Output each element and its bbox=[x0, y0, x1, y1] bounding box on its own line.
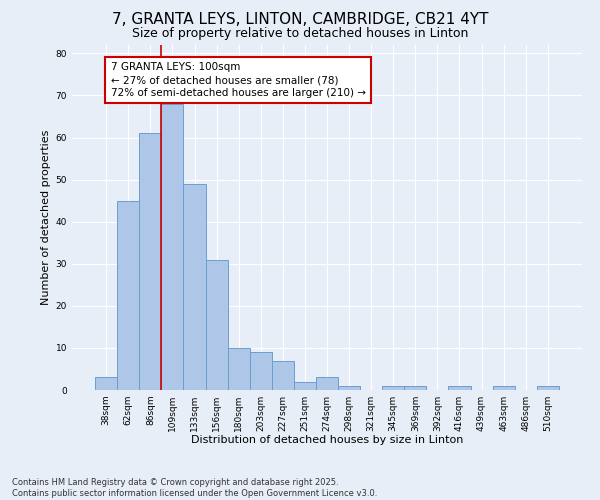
Text: Contains HM Land Registry data © Crown copyright and database right 2025.
Contai: Contains HM Land Registry data © Crown c… bbox=[12, 478, 377, 498]
Text: Size of property relative to detached houses in Linton: Size of property relative to detached ho… bbox=[132, 28, 468, 40]
Bar bbox=[95, 378, 117, 390]
Bar bbox=[493, 386, 515, 390]
Text: 7, GRANTA LEYS, LINTON, CAMBRIDGE, CB21 4YT: 7, GRANTA LEYS, LINTON, CAMBRIDGE, CB21 … bbox=[112, 12, 488, 28]
Bar bbox=[139, 134, 161, 390]
Y-axis label: Number of detached properties: Number of detached properties bbox=[41, 130, 52, 305]
Bar bbox=[448, 386, 470, 390]
Text: 7 GRANTA LEYS: 100sqm
← 27% of detached houses are smaller (78)
72% of semi-deta: 7 GRANTA LEYS: 100sqm ← 27% of detached … bbox=[110, 62, 365, 98]
Bar bbox=[227, 348, 250, 390]
Bar bbox=[294, 382, 316, 390]
Bar bbox=[404, 386, 427, 390]
Bar bbox=[272, 360, 294, 390]
Bar bbox=[382, 386, 404, 390]
Bar bbox=[161, 104, 184, 390]
Bar bbox=[206, 260, 227, 390]
Bar bbox=[316, 378, 338, 390]
Bar bbox=[184, 184, 206, 390]
Bar bbox=[338, 386, 360, 390]
Bar bbox=[250, 352, 272, 390]
X-axis label: Distribution of detached houses by size in Linton: Distribution of detached houses by size … bbox=[191, 436, 463, 446]
Bar bbox=[537, 386, 559, 390]
Bar bbox=[117, 200, 139, 390]
